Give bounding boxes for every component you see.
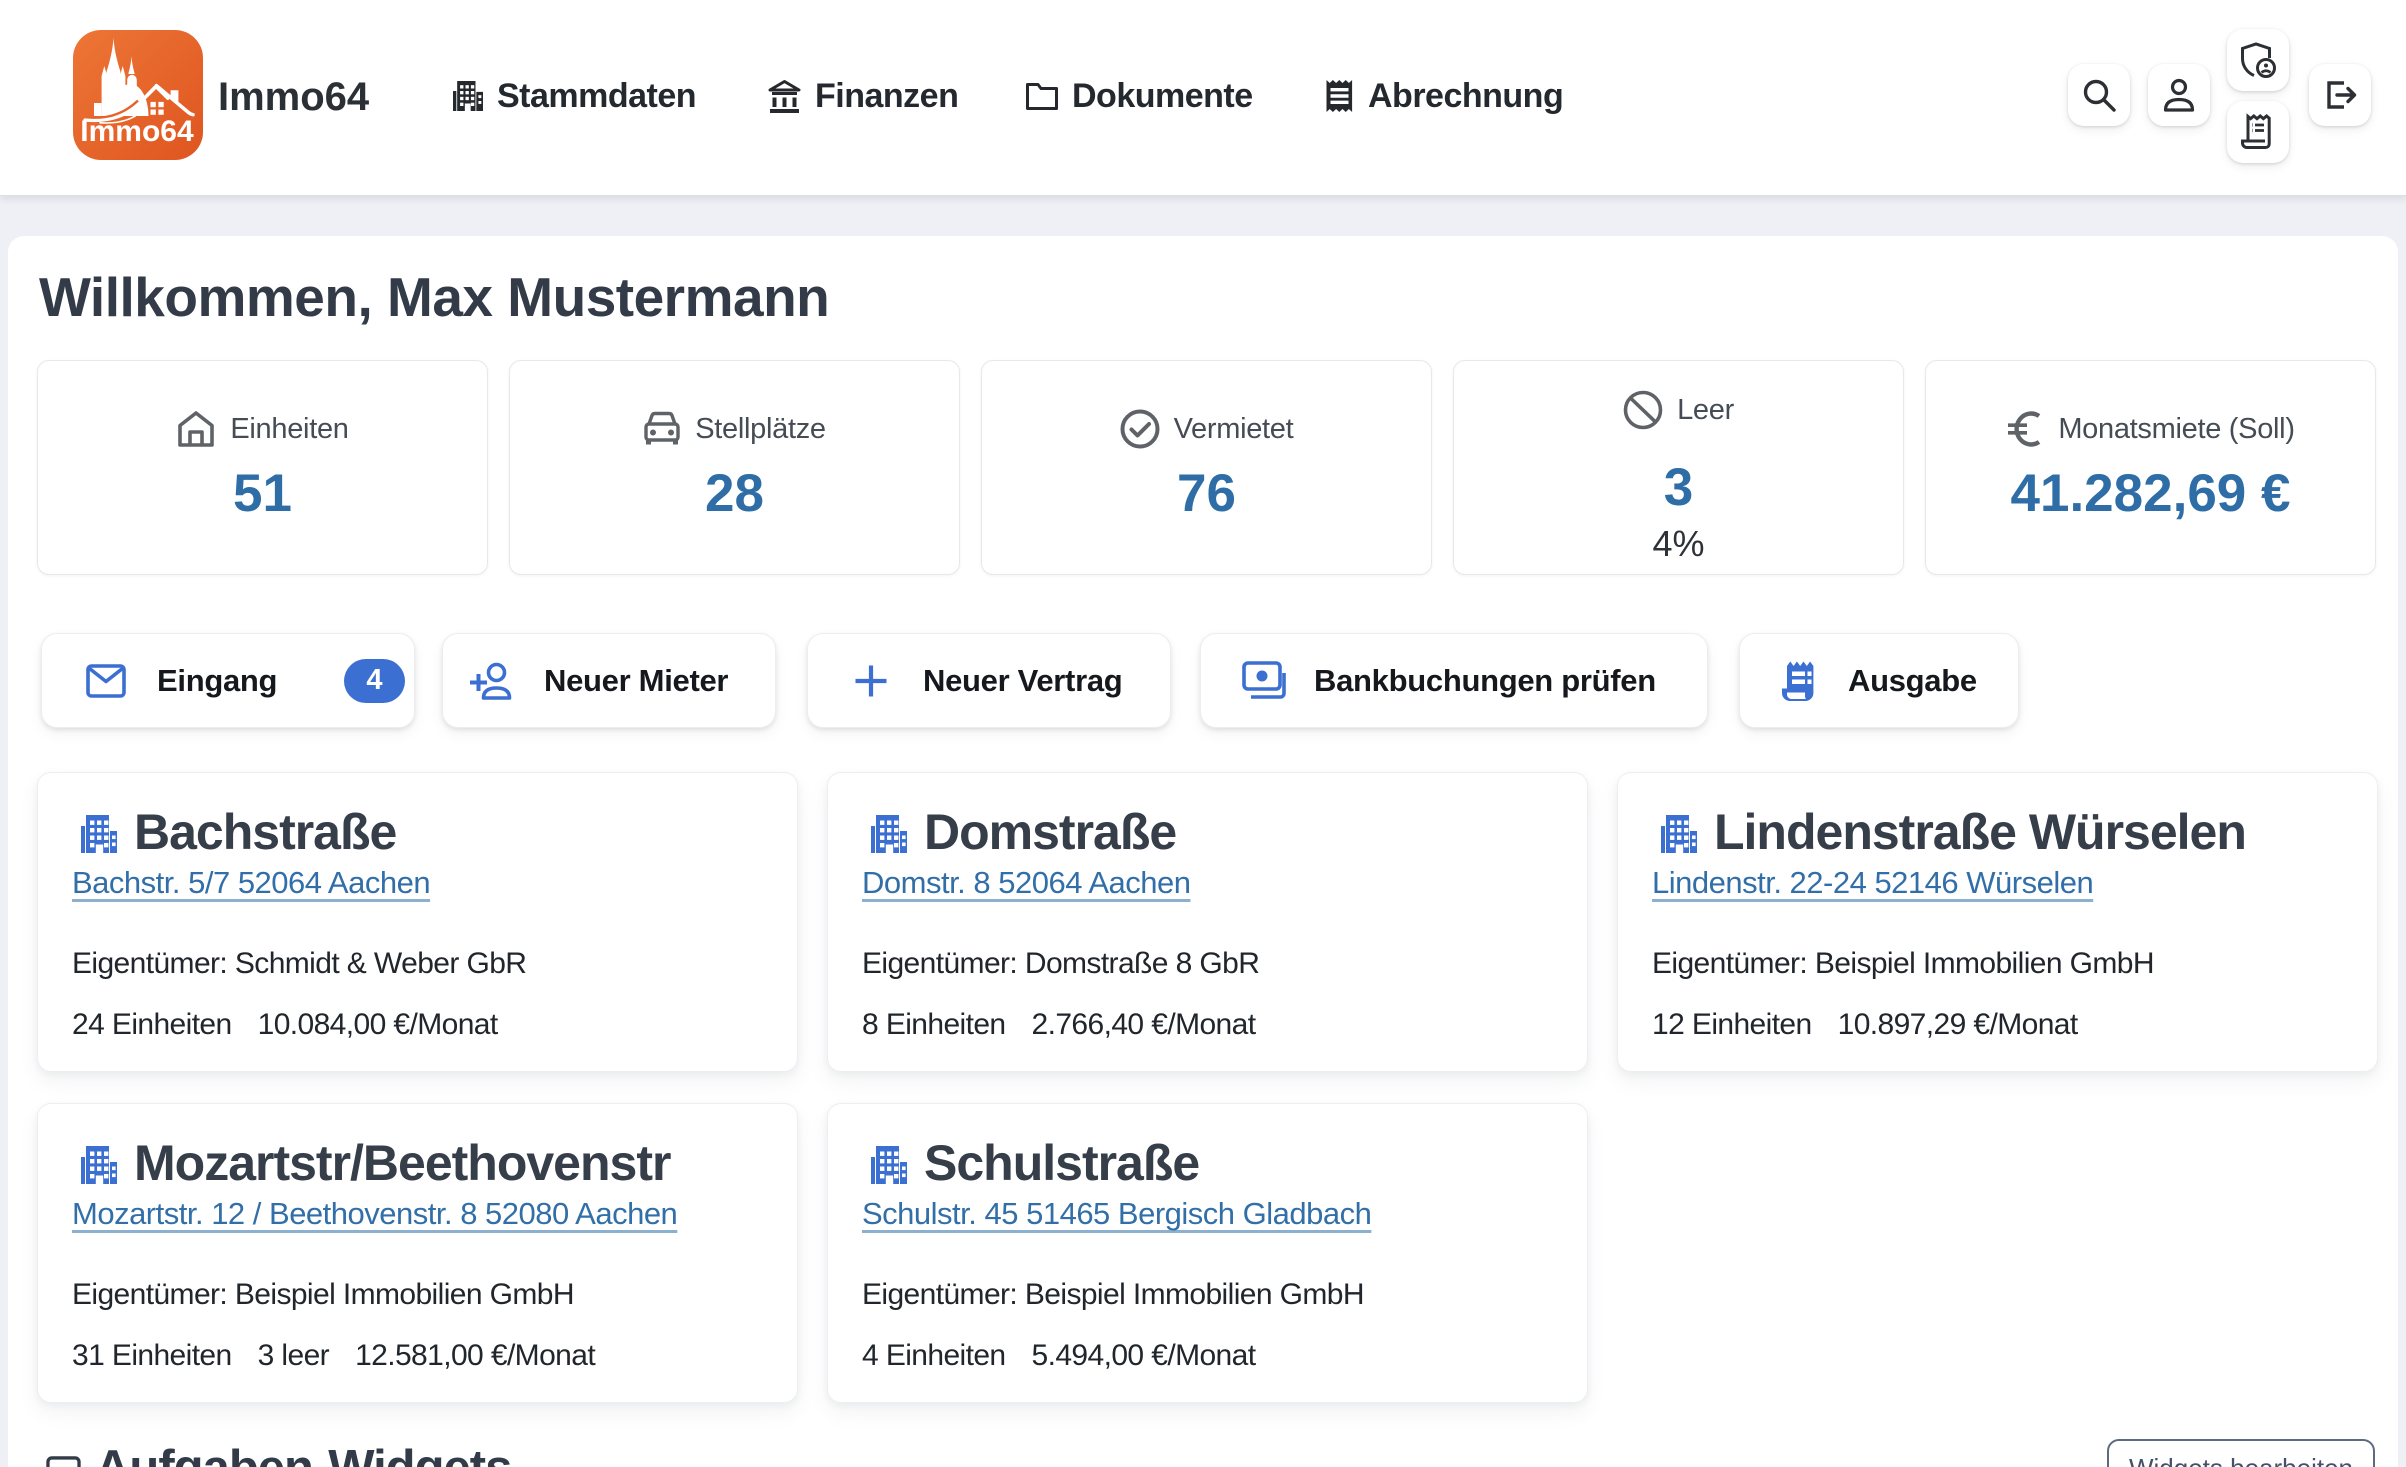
svg-text:Immo64: Immo64 (80, 115, 194, 148)
